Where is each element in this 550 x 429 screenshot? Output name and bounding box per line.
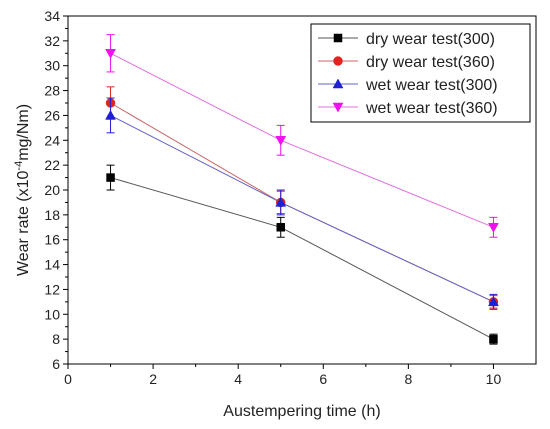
y-tick-label: 34 — [44, 8, 60, 24]
data-point — [488, 223, 499, 233]
data-point — [275, 136, 287, 146]
data-point — [105, 49, 116, 59]
y-tick-label: 24 — [44, 132, 60, 148]
y-tick-label: 10 — [44, 306, 60, 322]
y-tick-label: 30 — [44, 58, 60, 74]
y-tick-label: 22 — [44, 157, 60, 173]
x-tick-label: 2 — [149, 371, 157, 387]
y-tick-label: 14 — [44, 257, 60, 273]
legend-marker — [333, 56, 343, 66]
y-tick-label: 6 — [52, 356, 60, 372]
y-axis-title-sup: -4 — [13, 161, 25, 171]
legend-label: wet wear test(300) — [365, 77, 498, 94]
legend-label: dry wear test(300) — [366, 31, 495, 48]
x-tick-label: 10 — [486, 371, 502, 387]
y-tick-label: 16 — [44, 232, 60, 248]
data-point — [488, 296, 499, 307]
data-point — [106, 173, 115, 182]
data-point — [105, 109, 116, 120]
legend-box — [310, 23, 531, 123]
x-tick-label: 4 — [234, 371, 242, 387]
series-markers-3 — [105, 34, 499, 238]
legend: dry wear test(300) dry wear test(360) wet … — [310, 23, 531, 123]
y-tick-label: 8 — [52, 331, 60, 347]
legend-marker — [333, 33, 343, 43]
y-tick-label: 28 — [44, 83, 60, 99]
data-point — [275, 196, 287, 207]
y-tick-label: 20 — [44, 182, 60, 198]
series-markers-0 — [106, 164, 498, 345]
series-markers-2 — [105, 97, 499, 310]
legend-marker — [332, 102, 344, 113]
x-tick-label: 8 — [404, 371, 412, 387]
x-axis: 0 2 4 6 8 10 — [64, 364, 501, 387]
legend-marker — [332, 78, 344, 89]
x-tick-label: 0 — [64, 371, 72, 387]
y-tick-label: 18 — [44, 207, 60, 223]
x-tick-label: 6 — [319, 371, 327, 387]
y-axis-title-prefix: Wear rate (x10 — [15, 170, 32, 276]
legend-label: dry wear test(360) — [366, 54, 495, 71]
y-tick-label: 12 — [44, 281, 60, 297]
y-axis: 6 8 10 12 14 16 18 20 22 24 26 28 30 32 34 — [44, 8, 68, 372]
data-point — [489, 334, 498, 344]
y-axis-title-suffix: mg/Nm) — [15, 104, 32, 161]
series-layer — [105, 34, 499, 345]
data-point — [276, 223, 285, 232]
x-axis-title: Austempering time (h) — [223, 403, 380, 420]
legend-label: wet wear test(360) — [365, 100, 498, 117]
y-tick-label: 26 — [44, 107, 60, 123]
y-tick-label: 32 — [44, 33, 60, 49]
y-axis-title: Wear rate (x10-4mg/Nm) — [13, 104, 32, 276]
